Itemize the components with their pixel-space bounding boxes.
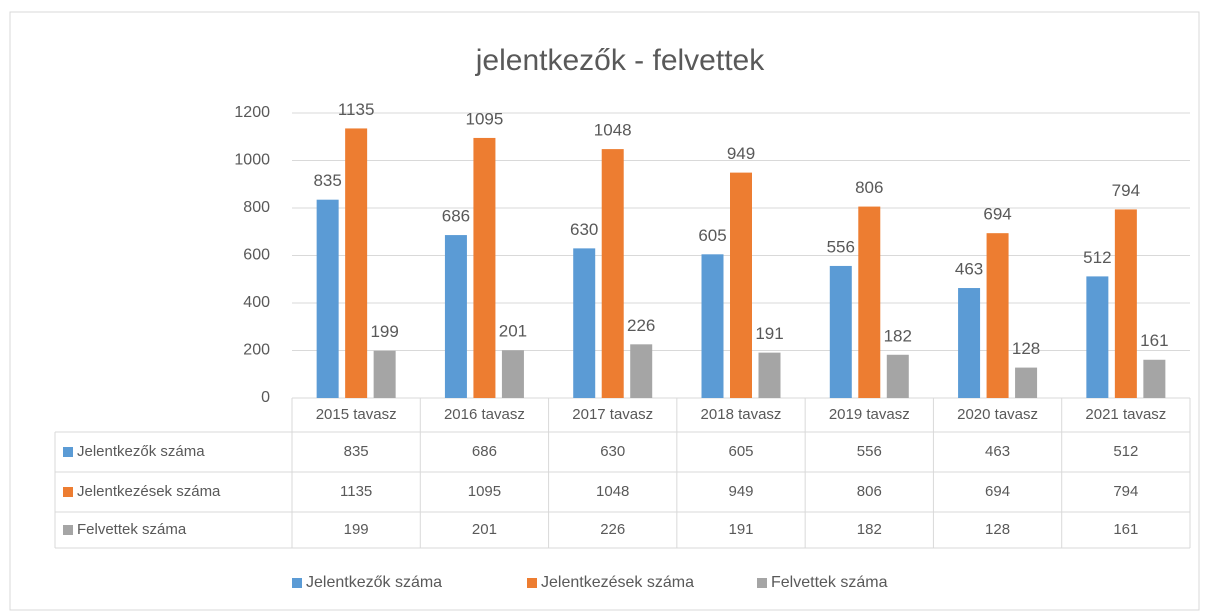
x-tick-label: 2015 tavasz [316,406,397,423]
data-label: 199 [370,322,398,341]
bar [886,354,909,398]
data-label: 201 [499,322,527,341]
data-label: 949 [727,144,755,163]
table-legend-key [63,525,73,535]
bar [1143,359,1166,398]
legend-label: Jelentkezők száma [306,574,442,591]
table-row-label: Felvettek száma [77,521,187,538]
table-cell: 686 [472,443,497,460]
x-tick-label: 2018 tavasz [701,406,782,423]
table-cell: 835 [344,443,369,460]
x-tick-label: 2019 tavasz [829,406,910,423]
data-label: 182 [884,326,912,345]
data-label: 161 [1140,331,1168,350]
table-cell: 694 [985,483,1010,500]
bar [345,128,368,398]
data-label: 128 [1012,339,1040,358]
bar [958,288,981,398]
legend-key [757,578,767,588]
data-label: 835 [313,171,341,190]
y-tick-label: 1200 [234,104,270,121]
bar [573,248,596,398]
bar [858,206,881,398]
table-cell: 199 [344,521,369,538]
legend-key [292,578,302,588]
bar [829,265,852,398]
y-tick-label: 800 [243,199,270,216]
data-label: 686 [442,207,470,226]
table-cell: 794 [1113,483,1138,500]
bar [758,352,781,398]
data-label: 512 [1083,248,1111,267]
bar [1114,209,1137,398]
data-label: 1095 [466,109,504,128]
table-cell: 949 [728,483,753,500]
bar [730,172,752,398]
table-cell: 463 [985,443,1010,460]
data-label: 794 [1112,181,1140,200]
x-tick-label: 2016 tavasz [444,406,525,423]
data-label: 556 [827,237,855,256]
legend-label: Jelentkezések száma [541,574,694,591]
table-legend-key [63,447,73,457]
table-cell: 161 [1113,521,1138,538]
table-cell: 128 [985,521,1010,538]
table-cell: 182 [857,521,882,538]
table-cell: 201 [472,521,497,538]
bar [1015,367,1038,398]
y-tick-label: 0 [261,389,270,406]
y-tick-label: 600 [243,247,270,264]
data-label: 694 [983,205,1011,224]
bar [501,350,524,398]
table-legend-key [63,487,73,497]
bar [601,149,624,398]
data-label: 605 [698,226,726,245]
table-cell: 556 [857,443,882,460]
table-cell: 226 [600,521,625,538]
table-row-label: Jelentkezők száma [77,443,205,460]
legend-label: Felvettek száma [771,574,888,591]
bar [444,235,467,398]
data-label: 191 [755,324,783,343]
table-cell: 191 [728,521,753,538]
y-tick-label: 200 [243,342,270,359]
table-cell: 1095 [468,483,501,500]
data-label: 226 [627,316,655,335]
bar [630,344,653,398]
data-label: 463 [955,260,983,279]
bar [701,254,724,398]
bar [986,233,1009,398]
table-cell: 1135 [340,483,372,500]
x-tick-label: 2021 tavasz [1085,406,1166,423]
table-row-label: Jelentkezések száma [77,483,221,500]
bar [316,199,339,398]
table-cell: 630 [600,443,625,460]
y-tick-label: 1000 [234,152,270,169]
bar [473,137,496,398]
bar [1086,276,1109,398]
chart-title: jelentkezők - felvettek [475,44,765,77]
legend-key [527,578,537,588]
bar [373,350,396,398]
x-tick-label: 2017 tavasz [572,406,653,423]
y-tick-label: 400 [243,294,270,311]
data-label: 1135 [338,100,375,119]
table-cell: 806 [857,483,882,500]
table-cell: 1048 [596,483,629,500]
data-label: 630 [570,220,598,239]
x-tick-label: 2020 tavasz [957,406,1038,423]
table-cell: 512 [1113,443,1138,460]
table-cell: 605 [728,443,753,460]
data-label: 1048 [594,121,632,140]
data-label: 806 [855,178,883,197]
